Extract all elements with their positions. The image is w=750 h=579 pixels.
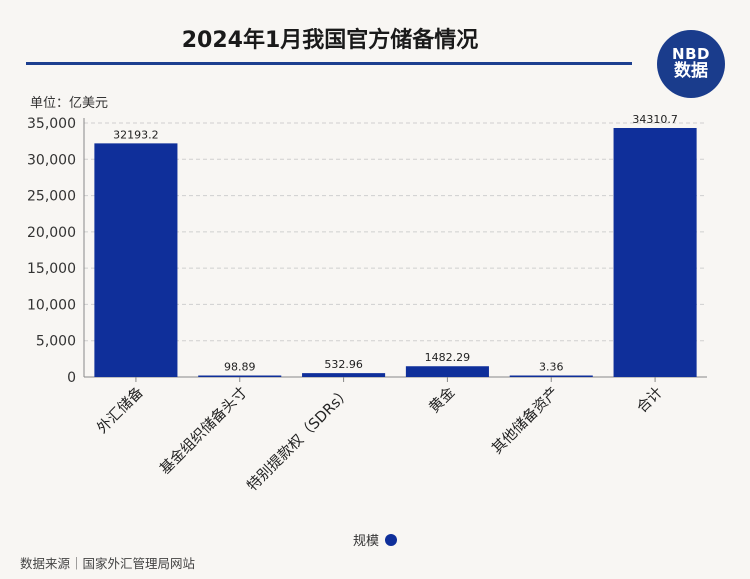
nbd-logo: NBD 数据 bbox=[657, 30, 725, 98]
chart-title: 2024年1月我国官方储备情况 bbox=[181, 28, 479, 53]
data-label: 1482.29 bbox=[425, 351, 471, 364]
x-tick-label: 基金组织储备头寸 bbox=[157, 384, 251, 478]
legend[interactable]: 规模 bbox=[0, 530, 750, 549]
y-tick-label: 35,000 bbox=[27, 116, 76, 132]
y-tick-label: 10,000 bbox=[27, 297, 76, 313]
y-tick-label: 5,000 bbox=[36, 334, 76, 350]
title-underline bbox=[26, 62, 632, 65]
logo-text-data: 数据 bbox=[674, 60, 708, 81]
data-label: 532.96 bbox=[324, 358, 363, 371]
bar-1 bbox=[198, 375, 282, 377]
y-tick-label: 25,000 bbox=[27, 189, 76, 205]
x-tick-label: 特别提款权（SDRs） bbox=[244, 384, 355, 495]
legend-swatch bbox=[385, 533, 397, 546]
y-tick-label: 15,000 bbox=[27, 261, 76, 277]
data-label: 34310.7 bbox=[632, 113, 678, 126]
legend-label: 规模 bbox=[352, 534, 379, 549]
bar-0 bbox=[94, 143, 178, 377]
data-label: 3.36 bbox=[539, 361, 564, 374]
bar-3 bbox=[405, 366, 489, 377]
y-tick-label: 20,000 bbox=[27, 225, 76, 241]
bar-4 bbox=[509, 375, 593, 377]
x-tick-label: 合计 bbox=[633, 384, 666, 417]
bar-2 bbox=[302, 373, 386, 377]
data-label: 98.89 bbox=[224, 361, 256, 374]
x-tick-label: 其他储备资产 bbox=[489, 384, 563, 458]
source-note: 数据来源｜国家外汇管理局网站 bbox=[20, 556, 196, 571]
logo-text-nbd: NBD bbox=[672, 45, 710, 64]
x-tick-label: 黄金 bbox=[426, 383, 459, 416]
data-label: 32193.2 bbox=[113, 128, 159, 141]
y-tick-label: 0 bbox=[67, 370, 76, 386]
y-tick-label: 30,000 bbox=[27, 152, 76, 168]
x-tick-label: 外汇储备 bbox=[94, 383, 147, 436]
unit-label: 单位：亿美元 bbox=[30, 96, 109, 111]
bar-5 bbox=[613, 128, 697, 377]
